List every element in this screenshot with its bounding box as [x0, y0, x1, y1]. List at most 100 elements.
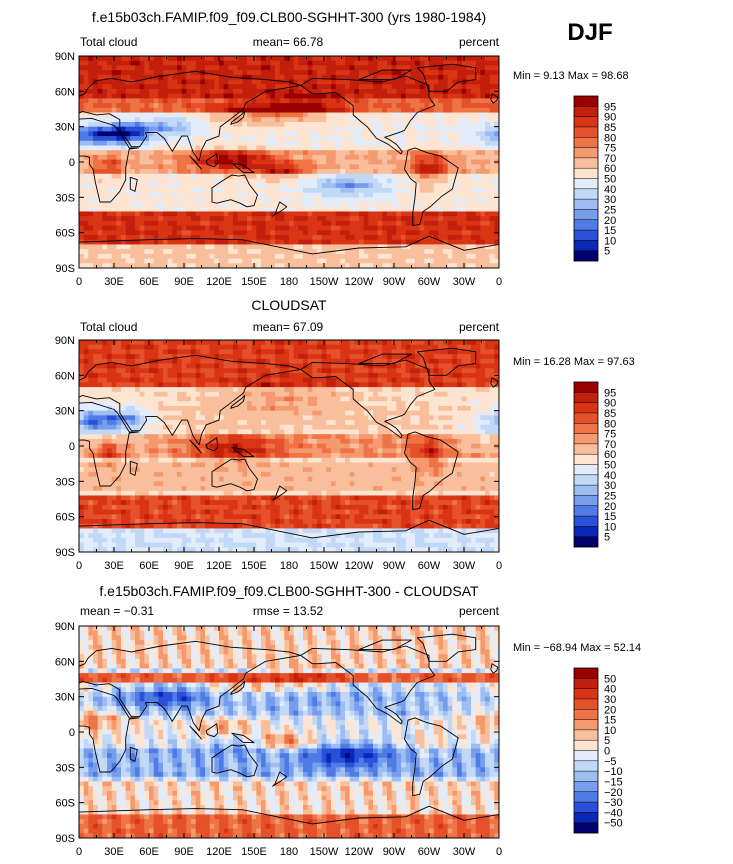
- field-cell: [485, 349, 491, 355]
- field-cell: [382, 60, 388, 67]
- field-cell: [312, 197, 318, 203]
- field-cell: [149, 244, 155, 250]
- field-cell: [79, 249, 85, 255]
- field-cell: [261, 79, 267, 85]
- field-cell: [368, 368, 374, 374]
- field-cell: [382, 220, 388, 227]
- field-cell: [349, 173, 355, 180]
- field-cell: [111, 136, 117, 142]
- field-cell: [83, 121, 89, 128]
- field-cell: [265, 253, 271, 260]
- field-cell: [102, 187, 108, 194]
- field-cell: [331, 349, 337, 355]
- field-cell: [461, 79, 467, 85]
- field-cell: [335, 164, 341, 170]
- field-cell: [279, 98, 285, 104]
- field-cell: [401, 183, 407, 189]
- field-cell: [368, 70, 374, 76]
- field-cell: [153, 377, 159, 383]
- field-cell: [251, 258, 257, 264]
- field-cell: [130, 202, 136, 208]
- field-cell: [340, 187, 346, 194]
- field-cell: [377, 178, 383, 184]
- field-cell: [265, 368, 271, 374]
- field-cell: [130, 372, 136, 379]
- field-cell: [279, 117, 285, 123]
- field-cell: [279, 136, 285, 142]
- field-cell: [326, 60, 332, 67]
- field-cell: [242, 140, 248, 147]
- field-cell: [391, 98, 397, 104]
- field-cell: [186, 206, 192, 213]
- field-cell: [471, 244, 477, 250]
- field-cell: [237, 183, 243, 189]
- field-cell: [195, 65, 201, 71]
- field-cell: [256, 56, 262, 62]
- field-cell: [228, 169, 234, 175]
- field-cell: [354, 70, 360, 76]
- field-cell: [191, 112, 197, 118]
- field-cell: [149, 230, 155, 236]
- field-cell: [261, 206, 267, 213]
- field-cell: [209, 235, 215, 241]
- field-cell: [317, 244, 323, 250]
- field-cell: [130, 88, 136, 95]
- field-cell: [153, 230, 159, 236]
- field-cell: [219, 173, 225, 180]
- field-cell: [265, 56, 271, 62]
- field-cell: [219, 145, 225, 151]
- cloud-field: [79, 340, 499, 552]
- field-cell: [443, 178, 449, 184]
- field-cell: [135, 349, 141, 355]
- field-cell: [284, 98, 290, 104]
- field-cell: [177, 183, 183, 189]
- field-cell: [167, 173, 173, 180]
- field-cell: [121, 79, 127, 85]
- field-cell: [181, 230, 187, 236]
- field-cell: [466, 206, 472, 213]
- field-cell: [480, 121, 486, 128]
- field-cell: [111, 372, 117, 379]
- field-cell: [489, 368, 495, 374]
- field-cell: [447, 258, 453, 264]
- field-cell: [447, 70, 453, 76]
- field-cell: [251, 159, 257, 165]
- field-cell: [144, 65, 150, 71]
- field-cell: [88, 249, 94, 255]
- field-cell: [293, 84, 299, 90]
- field-cell: [93, 354, 99, 360]
- field-cell: [312, 358, 318, 365]
- field-cell: [79, 211, 85, 217]
- field-cell: [452, 230, 458, 236]
- field-cell: [480, 74, 486, 81]
- field-cell: [163, 103, 169, 109]
- field-cell: [195, 164, 201, 170]
- field-cell: [457, 169, 463, 175]
- field-cell: [242, 225, 248, 231]
- field-cell: [93, 164, 99, 170]
- field-cell: [139, 79, 145, 85]
- field-cell: [121, 159, 127, 165]
- field-cell: [209, 154, 215, 161]
- field-cell: [461, 121, 467, 128]
- field-cell: [223, 202, 229, 208]
- field-cell: [438, 187, 444, 194]
- field-cell: [396, 70, 402, 76]
- field-cell: [373, 263, 379, 268]
- field-cell: [382, 79, 388, 85]
- field-cell: [191, 74, 197, 81]
- field-cell: [382, 230, 388, 236]
- field-cell: [177, 70, 183, 76]
- field-cell: [177, 98, 183, 104]
- field-cell: [368, 183, 374, 189]
- field-cell: [368, 244, 374, 250]
- field-cell: [382, 211, 388, 217]
- field-cell: [489, 169, 495, 175]
- field-cell: [270, 206, 276, 213]
- field-cell: [144, 131, 150, 137]
- field-cell: [88, 154, 94, 161]
- field-cell: [135, 60, 141, 67]
- field-cell: [396, 164, 402, 170]
- field-cell: [186, 197, 192, 203]
- field-cell: [247, 354, 253, 360]
